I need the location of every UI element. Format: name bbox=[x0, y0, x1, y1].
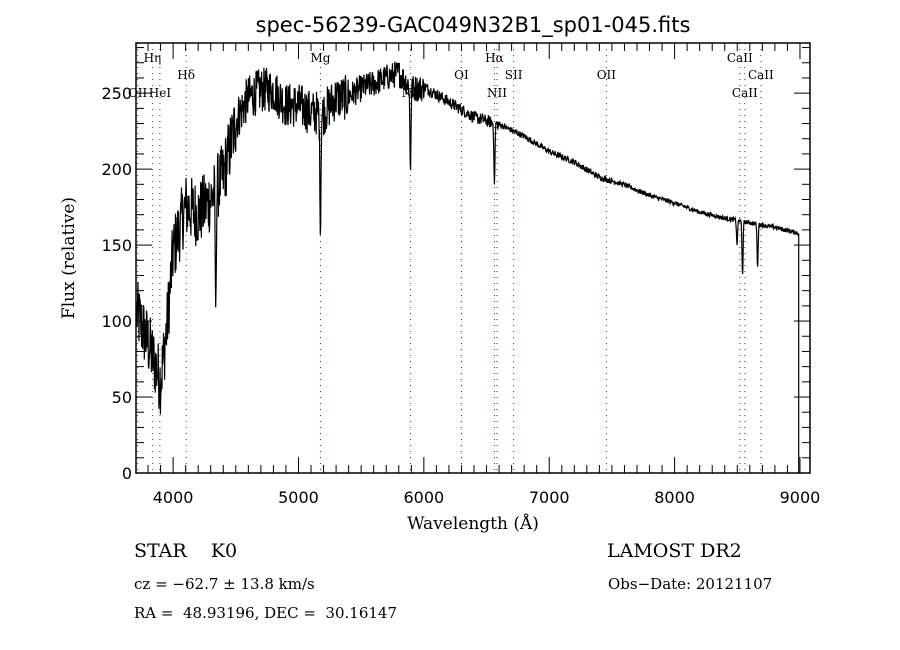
y-axis-label: Flux (relative) bbox=[59, 197, 79, 319]
ra-dec: RA = 48.93196, DEC = 30.16147 bbox=[134, 604, 398, 622]
x-tick-label: 8000 bbox=[654, 488, 695, 507]
spectral-line-label: OII bbox=[597, 68, 617, 82]
plot-frame bbox=[135, 42, 811, 474]
x-tick-label: 4000 bbox=[153, 488, 194, 507]
spectral-line-label: SII bbox=[505, 68, 523, 82]
spectral-line-label: Hα bbox=[485, 51, 504, 65]
y-tick-label: 150 bbox=[101, 236, 132, 255]
spectral-line-label: Mg bbox=[310, 51, 330, 65]
spectral-line-label: Hη bbox=[144, 51, 162, 65]
object-class: STAR K0 bbox=[134, 540, 238, 562]
y-tick-label: 250 bbox=[101, 84, 132, 103]
chart-title: spec-56239-GAC049N32B1_sp01-045.fits bbox=[256, 13, 691, 38]
survey-name: LAMOST DR2 bbox=[607, 540, 742, 562]
x-axis-label: Wavelength (Å) bbox=[407, 513, 539, 534]
spectral-line-label: NII bbox=[487, 86, 507, 100]
y-tick-label: 0 bbox=[122, 464, 132, 483]
x-tick-label: 6000 bbox=[403, 488, 444, 507]
redshift-cz: cz = −62.7 ± 13.8 km/s bbox=[134, 575, 315, 593]
spectral-line-label: CaII bbox=[748, 68, 774, 82]
spectral-line-label: HeI bbox=[149, 86, 172, 100]
x-tick-label: 5000 bbox=[278, 488, 319, 507]
obs-date: Obs−Date: 20121107 bbox=[608, 575, 773, 593]
y-tick-label: 50 bbox=[112, 388, 132, 407]
spectral-line-label: Hδ bbox=[177, 68, 195, 82]
y-tick-label: 100 bbox=[101, 312, 132, 331]
spectrum-line bbox=[136, 61, 800, 473]
x-tick-label: 9000 bbox=[780, 488, 821, 507]
spectral-line-label: CaII bbox=[727, 51, 753, 65]
x-tick-label: 7000 bbox=[529, 488, 570, 507]
spectral-line-label: OI bbox=[454, 68, 469, 82]
y-tick-label: 200 bbox=[101, 160, 132, 179]
spectral-line-label: CaII bbox=[732, 86, 758, 100]
